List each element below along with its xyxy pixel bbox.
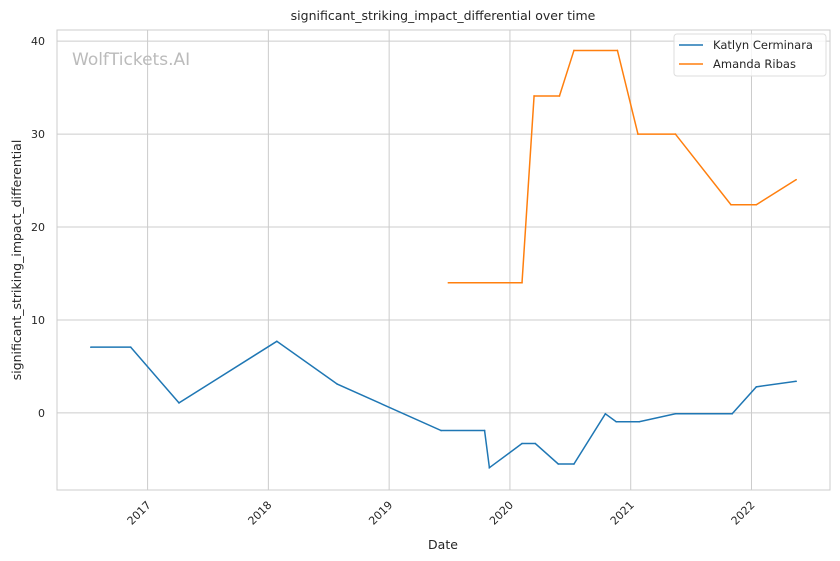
x-tick-label: 2021 [608, 499, 637, 528]
data-point [276, 340, 278, 343]
data-point [483, 429, 486, 432]
data-point [604, 412, 607, 415]
data-point [795, 380, 797, 383]
data-point [178, 402, 180, 404]
y-tick-label: 20 [31, 221, 45, 234]
chart-title: significant_striking_impact_differential… [291, 8, 596, 23]
data-point [573, 49, 575, 52]
data-point [336, 383, 339, 385]
legend: Katlyn Cerminara Amanda Ribas [673, 33, 827, 77]
data-point [674, 133, 677, 135]
data-point [534, 442, 537, 445]
data-point [521, 281, 523, 284]
data-point [573, 463, 575, 465]
plot-area [56, 29, 831, 491]
x-tick-label: 2020 [487, 499, 516, 528]
x-tick-label: 2019 [366, 499, 395, 528]
data-point [674, 412, 677, 415]
y-tick-label: 0 [38, 407, 45, 420]
data-point [129, 346, 132, 348]
data-point [755, 386, 758, 388]
series-lines [90, 49, 797, 470]
data-point [440, 429, 442, 432]
data-point [615, 420, 618, 423]
data-point [731, 412, 733, 415]
y-tick-label: 10 [31, 314, 45, 327]
x-axis-label: Date [428, 537, 458, 552]
data-point [730, 203, 732, 206]
x-tick-label: 2018 [245, 499, 274, 528]
data-point [533, 95, 535, 97]
watermark: WolfTickets.AI [72, 50, 190, 70]
grid [57, 30, 830, 490]
legend-label-katlyn-cerminara: Katlyn Cerminara [713, 38, 813, 52]
data-point [521, 442, 523, 445]
data-point [557, 463, 560, 465]
x-tick-label: 2022 [729, 499, 758, 528]
legend-box [673, 33, 827, 77]
data-point [447, 281, 450, 284]
data-point [488, 466, 491, 469]
y-tick-label: 40 [31, 35, 45, 48]
data-point [637, 133, 639, 135]
data-point [616, 49, 619, 52]
data-point [795, 178, 797, 181]
x-tick-label: 2017 [125, 499, 154, 528]
data-point [755, 203, 758, 206]
legend-label-amanda-ribas: Amanda Ribas [713, 57, 796, 71]
y-axis-label: significant_striking_impact_differential [9, 140, 24, 381]
data-point [558, 95, 561, 97]
data-point [638, 420, 640, 423]
data-point [90, 346, 92, 348]
y-tick-label: 30 [31, 128, 45, 141]
